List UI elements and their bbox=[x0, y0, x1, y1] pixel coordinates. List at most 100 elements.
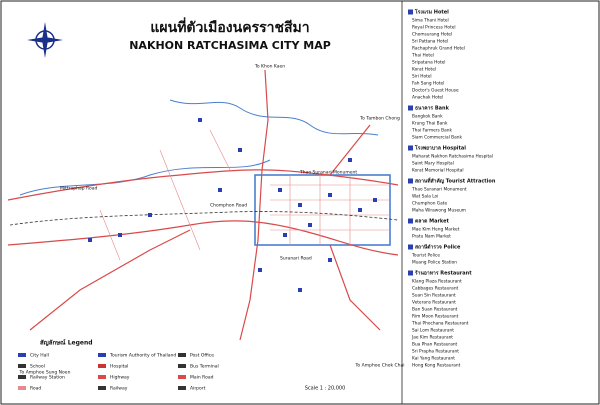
section-title: ร้านอาหาร Restaurant bbox=[415, 270, 473, 277]
legend-symbol bbox=[18, 364, 26, 368]
section-marker bbox=[408, 105, 413, 111]
poi bbox=[283, 233, 287, 237]
index-entry: Sima Thani Hotel bbox=[412, 18, 449, 24]
map-label: To Amphoe Sung Noen bbox=[19, 370, 71, 376]
legend-symbol bbox=[98, 364, 106, 368]
legend-symbol bbox=[178, 364, 186, 368]
legend-label: Railway bbox=[110, 386, 128, 392]
legend-label: Bus Terminal bbox=[190, 364, 219, 370]
map-labels: To Khon Kaen To Tambon Chong To Amphoe Sun… bbox=[19, 64, 405, 376]
poi bbox=[258, 268, 262, 272]
index-entry: Maha Wirawong Museum bbox=[412, 208, 466, 214]
section-marker bbox=[408, 145, 413, 151]
legend-symbol bbox=[18, 353, 26, 357]
legend-label: City Hall bbox=[30, 353, 49, 359]
legend-label: Road bbox=[30, 386, 41, 392]
legend-symbol bbox=[178, 375, 186, 379]
index-entry: Jae Kim Restaurant bbox=[411, 335, 453, 341]
title-english: NAKHON RATCHASIMA CITY MAP bbox=[129, 39, 331, 52]
map-label: To Tambon Chong bbox=[359, 116, 400, 122]
index-entry: Bangkok Bank bbox=[412, 114, 443, 120]
index-entry: Bua Phan Restaurant bbox=[412, 342, 458, 348]
index-entry: Chomsurang Hotel bbox=[412, 32, 452, 38]
scale: Scale 1 : 20,000 bbox=[305, 386, 346, 392]
poi bbox=[88, 238, 92, 242]
roads bbox=[7, 69, 399, 341]
legend-label: Railway Station bbox=[30, 375, 65, 381]
section-title: ตลาด Market bbox=[415, 219, 450, 225]
section-marker bbox=[408, 9, 413, 15]
poi bbox=[298, 288, 302, 292]
index-entry: Suan Sin Restaurant bbox=[412, 293, 456, 299]
poi bbox=[198, 118, 202, 122]
poi bbox=[328, 258, 332, 262]
index-entry: Korat Hotel bbox=[412, 67, 436, 73]
legend-label: Post Office bbox=[190, 353, 214, 359]
poi bbox=[118, 233, 122, 237]
index-entry: Doctor's Guest House bbox=[412, 88, 459, 94]
poi bbox=[298, 203, 302, 207]
section-marker bbox=[408, 270, 413, 276]
index-entry: Thai Phochana Restaurant bbox=[411, 321, 469, 327]
index-entry: Veterans Restaurant bbox=[412, 300, 456, 306]
index-entry: Sri Pattana Hotel bbox=[412, 39, 448, 45]
index-entry: Siri Hotel bbox=[412, 74, 432, 80]
index-entry: Cabbages Restaurant bbox=[412, 286, 459, 292]
index-entry: Maharat Nakhon Ratchasima Hospital bbox=[412, 154, 493, 160]
index-entry: Siam Commercial Bank bbox=[412, 135, 462, 141]
section-title: โรงแรม Hotel bbox=[414, 9, 449, 16]
legend-symbol bbox=[98, 353, 106, 357]
legend-title: สัญลักษณ์ Legend bbox=[40, 339, 93, 347]
map-label: Mittraphap Road bbox=[60, 186, 97, 192]
legend-symbol bbox=[18, 386, 26, 390]
map-label: To Khon Kaen bbox=[254, 64, 285, 70]
compass bbox=[27, 22, 63, 58]
index-entry: Chumphon Gate bbox=[412, 201, 447, 207]
legend-label: Airport bbox=[190, 386, 206, 392]
index-entry: Thai Hotel bbox=[411, 53, 434, 59]
section-title: โรงพยาบาล Hospital bbox=[414, 145, 466, 152]
poi bbox=[238, 148, 242, 152]
section-marker bbox=[408, 178, 413, 184]
index-entry: Klang Plaza Restaurant bbox=[412, 279, 462, 285]
index-entry: Wat Sala Loi bbox=[412, 194, 438, 200]
poi-markers bbox=[88, 118, 377, 292]
legend: City Hall Tourism Authority of Thailand Po… bbox=[18, 353, 219, 392]
legend-symbol bbox=[178, 353, 186, 357]
section-title: ธนาคาร Bank bbox=[415, 106, 450, 112]
legend-symbol bbox=[18, 375, 26, 379]
section-marker bbox=[408, 218, 413, 224]
index-entry: Pratu Nam Market bbox=[412, 234, 451, 240]
index-entry: Sripatana Hotel bbox=[412, 60, 445, 66]
poi bbox=[278, 188, 282, 192]
poi bbox=[373, 198, 377, 202]
index-entry: Sri Prapha Restaurant bbox=[412, 349, 459, 355]
index-entry: Sai Lom Restaurant bbox=[412, 328, 454, 334]
index-entry: Rachaphruk Grand Hotel bbox=[412, 46, 465, 52]
poi bbox=[308, 223, 312, 227]
poi bbox=[218, 188, 222, 192]
index-entry: Tourist Police bbox=[411, 253, 440, 259]
legend-label: Tourism Authority of Thailand bbox=[109, 353, 176, 359]
map-label: Suranari Road bbox=[280, 256, 312, 262]
poi bbox=[148, 213, 152, 217]
legend-label: Hospital bbox=[110, 364, 128, 370]
legend-symbol bbox=[98, 386, 106, 390]
section-title: สถานที่สำคัญ Tourist Attraction bbox=[415, 177, 496, 185]
index-entry: Muang Police Station bbox=[412, 260, 457, 266]
poi bbox=[348, 158, 352, 162]
index-entry: Krung Thai Bank bbox=[412, 121, 448, 127]
index-entry: Thao Suranari Monument bbox=[411, 187, 467, 193]
legend-symbol bbox=[178, 386, 186, 390]
map-label: Chomphon Road bbox=[210, 203, 247, 209]
poi bbox=[328, 193, 332, 197]
index-entry: Fah Sang Hotel bbox=[412, 81, 444, 87]
legend-label: Highway bbox=[110, 375, 130, 381]
poi bbox=[358, 208, 362, 212]
section-title: สถานีตำรวจ Police bbox=[415, 244, 461, 251]
index-entry: Hong Kong Restaurant bbox=[412, 363, 461, 369]
index-entry: Rim Moon Restaurant bbox=[412, 314, 459, 320]
